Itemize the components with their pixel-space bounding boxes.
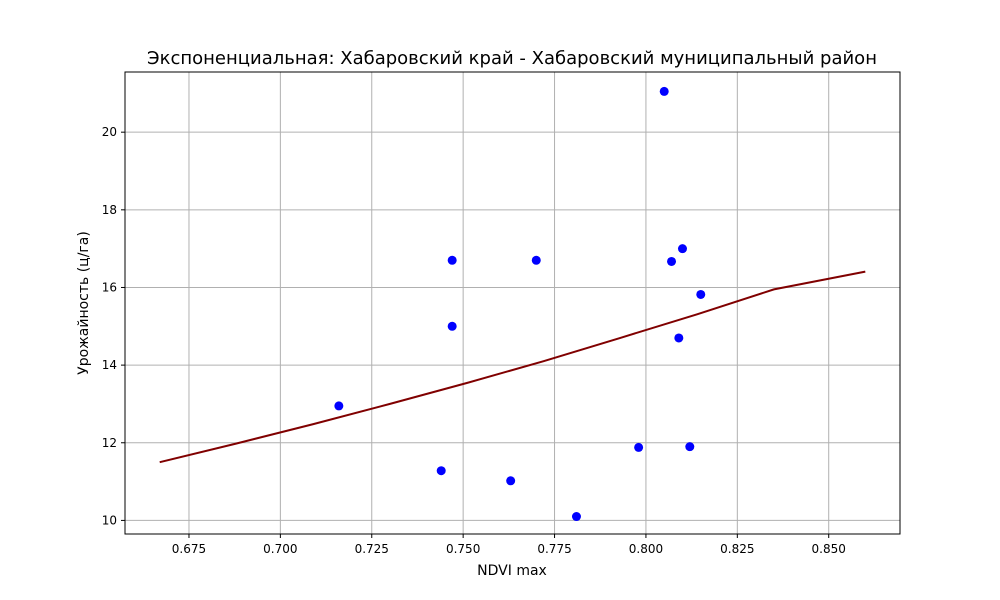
y-tick-label: 10 [102, 513, 117, 527]
points-layer [334, 86, 706, 522]
scatter-point [667, 256, 677, 266]
x-tick-label: 0.825 [720, 542, 754, 556]
x-tick-label: 0.700 [263, 542, 297, 556]
x-tick-label: 0.750 [446, 542, 480, 556]
x-axis-label: NDVI max [477, 563, 547, 579]
y-tick-label: 14 [102, 358, 117, 372]
x-tick-label: 0.800 [629, 542, 663, 556]
scatter-point [436, 466, 446, 476]
scatter-point [447, 321, 457, 331]
y-tick-label: 18 [102, 203, 117, 217]
scatter-point [571, 512, 581, 522]
fit-layer [159, 270, 866, 464]
x-tick-label: 0.775 [537, 542, 571, 556]
scatter-point [634, 442, 644, 452]
y-tick-label: 20 [102, 125, 117, 139]
scatter-point [334, 401, 344, 411]
scatter-point [677, 244, 687, 254]
fit-curve [159, 270, 866, 464]
x-tick-label: 0.850 [812, 542, 846, 556]
plot-frame [124, 71, 901, 535]
chart-title: Экспоненциальная: Хабаровский край - Хаб… [147, 48, 877, 69]
scatter-point [674, 333, 684, 343]
scatter-point [659, 86, 669, 96]
x-tick-label: 0.675 [172, 542, 206, 556]
scatter-point [506, 476, 516, 486]
scatter-point [531, 255, 541, 265]
y-tick-label: 16 [102, 280, 117, 294]
grid [125, 72, 900, 534]
scatter-point [447, 255, 457, 265]
scatter-point [696, 289, 706, 299]
scatter-point [685, 442, 695, 452]
y-tick-label: 12 [102, 436, 117, 450]
x-tick-label: 0.725 [355, 542, 389, 556]
y-axis-label: Урожайность (ц/га) [76, 231, 92, 375]
x-axis: 0.675 0.700 0.725 0.750 0.775 0.800 0.825 0.850 [172, 534, 846, 556]
y-axis: 10 12 14 16 18 20 [102, 125, 125, 527]
